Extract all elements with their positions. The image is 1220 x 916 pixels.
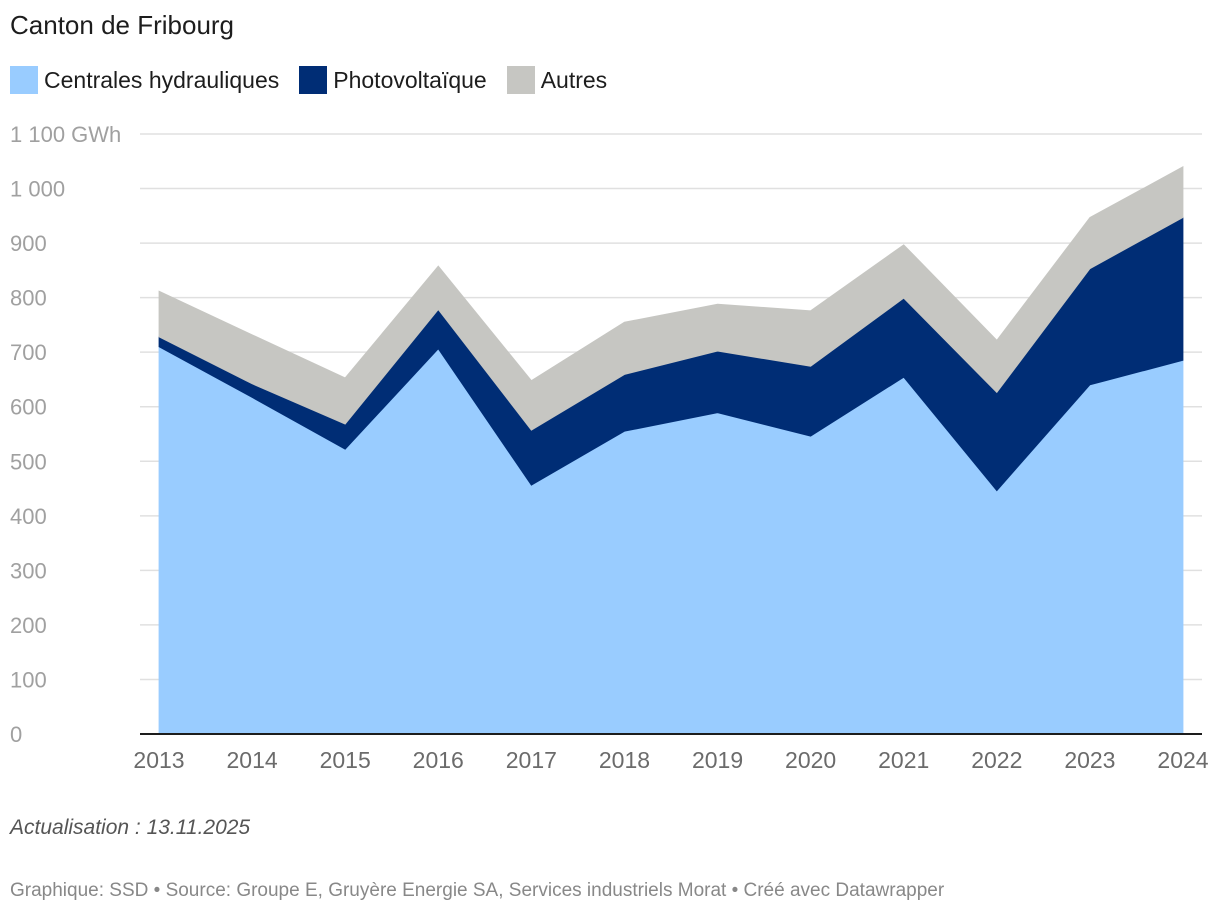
y-tick-label: 100	[10, 667, 47, 692]
x-tick-label: 2013	[133, 747, 184, 773]
x-tick-label: 2014	[227, 747, 278, 773]
x-tick-label: 2021	[878, 747, 929, 773]
legend-item-photovoltaic: Photovoltaïque	[299, 66, 487, 94]
x-tick-label: 2019	[692, 747, 743, 773]
x-tick-label: 2024	[1157, 747, 1208, 773]
y-tick-label: 500	[10, 449, 47, 474]
y-tick-label: 900	[10, 231, 47, 256]
y-tick-label: 700	[10, 340, 47, 365]
legend-item-hydro: Centrales hydrauliques	[10, 66, 279, 94]
y-tick-label: 800	[10, 286, 47, 311]
legend-swatch-photovoltaic	[299, 66, 328, 94]
source-credit: Graphique: SSD • Source: Groupe E, Gruyè…	[10, 880, 945, 901]
update-note: Actualisation : 13.11.2025	[10, 816, 251, 839]
legend-label-photovoltaic: Photovoltaïque	[333, 66, 487, 93]
chart-title: Canton de Fribourg	[10, 10, 235, 40]
y-tick-label: 0	[10, 722, 22, 747]
y-tick-label: 1 100 GWh	[10, 122, 121, 147]
x-tick-label: 2018	[599, 747, 650, 773]
x-tick-label: 2017	[506, 747, 557, 773]
y-tick-label: 400	[10, 504, 47, 529]
area-series-2	[158, 166, 1184, 431]
legend-swatch-hydro	[10, 66, 38, 94]
area-chart: 1 100 GWh 1 000 900 800 700 600 500 400 300 200 10…	[10, 122, 1209, 773]
y-tick-label: 1 000	[10, 177, 65, 202]
x-tick-label: 2020	[785, 747, 836, 773]
legend-label-other: Autres	[540, 66, 608, 93]
legend-label-hydro: Centrales hydrauliques	[44, 66, 280, 93]
y-tick-label: 300	[10, 558, 47, 583]
x-tick-label: 2022	[971, 747, 1022, 773]
chart-legend: Centrales hydrauliques Photovoltaïque Au…	[10, 66, 627, 94]
x-tick-label: 2015	[320, 747, 371, 773]
y-tick-label: 600	[10, 395, 47, 420]
legend-item-other: Autres	[506, 66, 608, 94]
x-tick-label: 2023	[1064, 747, 1115, 773]
x-tick-label: 2016	[413, 747, 464, 773]
y-tick-label: 200	[10, 613, 47, 638]
legend-swatch-other	[506, 66, 535, 94]
